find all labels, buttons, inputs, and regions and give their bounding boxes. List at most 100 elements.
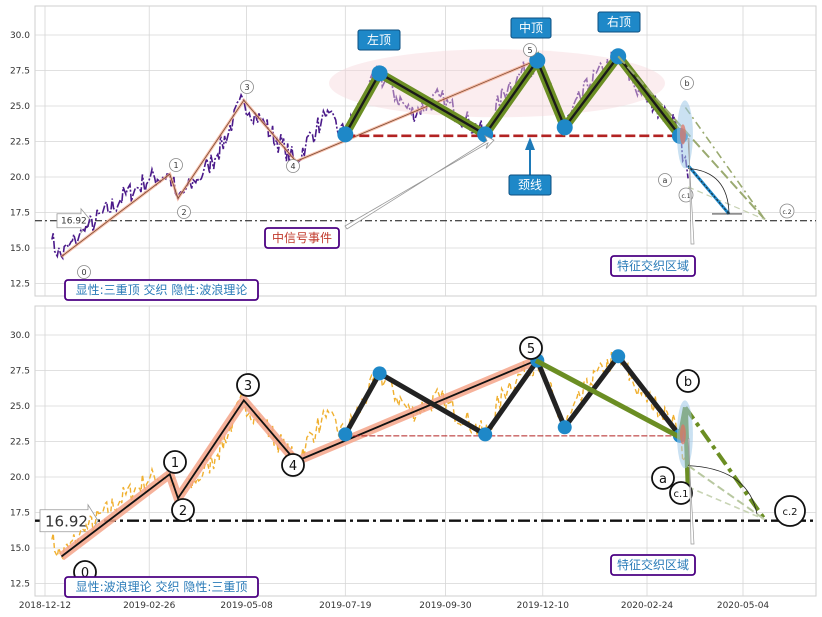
pattern-node: [529, 52, 546, 69]
feature-core: [679, 424, 686, 445]
wave-label-circle: [676, 369, 700, 393]
wave-label-circle: [651, 466, 675, 490]
y-tick-label: 15.0: [10, 544, 30, 554]
wave-label-circle: [519, 336, 543, 360]
wave-label-text: 3: [244, 83, 249, 92]
neckline-label-box: [508, 174, 552, 196]
wave-label-circle: [177, 205, 191, 219]
wave-label-circle: [286, 159, 300, 173]
feature-arrow: [687, 138, 695, 245]
top-legend-label-box: [64, 279, 259, 301]
wave-label-text: c.2: [782, 507, 797, 518]
bottom-panel: 12.5 15.0 17.5 20.0 22.5 25.0 27.5 30.0 2018-12-…: [10, 305, 817, 611]
wave-label-text: b: [684, 79, 689, 88]
x-tick-label: 2019-05-08: [220, 601, 273, 611]
wave-label-text: c.2: [782, 209, 791, 216]
bottom-legend-label: 显性:波浪理论 交织 隐性:三重顶: [76, 579, 248, 594]
wave-label-text: 0: [81, 268, 86, 277]
wave-line: [60, 359, 537, 558]
wave-label-circle: [240, 80, 254, 94]
wave-label-circle: [77, 265, 91, 279]
feature-zone-label: 特征交织区域: [617, 557, 689, 572]
forecast-line: [684, 106, 766, 221]
wave-label-text: c.1: [681, 193, 690, 200]
wave-label-circle: [163, 450, 187, 474]
y-tick-label: 12.5: [10, 580, 30, 590]
right-top-label: 右顶: [607, 14, 631, 29]
neckline-arrowhead: [525, 137, 535, 151]
pattern-node: [372, 366, 387, 381]
wave-label-circle: [523, 43, 537, 57]
forecast-line: [687, 486, 766, 521]
wave-label-text: 2: [181, 208, 186, 217]
mid-signal-label-box: [264, 227, 340, 249]
wave-label-text: 4: [290, 162, 295, 171]
left-top-label: 左顶: [367, 32, 391, 47]
top-legend-label: 显性:三重顶 交织 隐性:波浪理论: [76, 282, 248, 297]
wave-label-circle: [281, 453, 305, 477]
pattern-node: [371, 65, 388, 82]
y-tick-label: 25.0: [10, 102, 30, 112]
pattern-node: [557, 420, 572, 435]
wave-label-text: 1: [173, 161, 178, 170]
wave-label-circle: [658, 173, 672, 187]
wave-label-text: 1: [171, 456, 179, 471]
left-top-label-box: [357, 29, 401, 51]
x-tick-label: 2020-02-24: [621, 601, 674, 611]
wave-label-text: a: [663, 176, 668, 185]
plot-frame: [34, 5, 817, 297]
x-tick-label: 2019-02-26: [123, 601, 176, 611]
y-tick-label: 17.5: [10, 209, 30, 219]
wave-label-text: 4: [289, 459, 297, 474]
feature-core: [679, 124, 686, 145]
target-line-dots: [687, 165, 730, 215]
signal-arrow: [344, 135, 495, 230]
right-top-label-box: [597, 11, 641, 33]
wave-label-circle: [236, 373, 260, 397]
y-tick-label: 20.0: [10, 173, 30, 183]
arc-line: [688, 168, 730, 214]
y-tick-label: 20.0: [10, 473, 30, 483]
x-tick-label: 2019-07-19: [319, 601, 372, 611]
wave-label-text: 5: [527, 342, 535, 357]
wave-line: [61, 60, 537, 257]
y-tick-label: 22.5: [10, 438, 30, 448]
reference-value-label: 16.92: [45, 513, 88, 531]
wave-label-circle: [774, 495, 806, 527]
y-tick-label: 12.5: [10, 280, 30, 290]
forecast-line: [687, 186, 766, 221]
feature-zone-label-box: [610, 255, 696, 277]
neckline-label: 颈线: [518, 178, 542, 192]
wave-label-circle: [680, 76, 694, 90]
wave-label-text: 0: [81, 566, 89, 581]
y-tick-label: 30.0: [10, 331, 30, 341]
feature-zone-label-box: [610, 554, 696, 576]
top-panel: 12.5 15.0 17.5 20.0 22.5 25.0 27.5 30.0 16.92 0 1 2…: [10, 5, 817, 301]
feature-arrow: [687, 438, 695, 545]
wave-label-circle: [779, 203, 795, 219]
x-tick-label: 2018-12-12: [19, 601, 71, 611]
arc-line: [688, 465, 758, 514]
pattern-node: [478, 427, 493, 442]
wave-label-text: 2: [179, 504, 187, 519]
mid-top-label-box: [510, 17, 552, 39]
y-tick-label: 30.0: [10, 31, 30, 41]
forecast-line: [617, 55, 766, 221]
forecast-line: [683, 406, 767, 521]
wave-label-text: c.1: [673, 489, 688, 500]
forecast-line: [687, 464, 766, 521]
wave-label-circle: [669, 481, 693, 505]
wave-label-text: a: [659, 472, 667, 487]
pattern-node: [337, 126, 354, 143]
reference-value-label: 16.92: [61, 217, 87, 227]
pattern-node: [338, 427, 353, 442]
wave-label-circle: [171, 498, 195, 522]
y-tick-label: 25.0: [10, 402, 30, 412]
wave-label-circle: [678, 187, 694, 203]
x-tick-label: 2020-05-04: [717, 601, 770, 611]
x-tick-label: 2019-09-30: [419, 601, 472, 611]
wave-label-text: b: [684, 375, 692, 390]
mid-top-label: 中顶: [519, 20, 543, 35]
wave-label-text: 5: [527, 46, 532, 55]
